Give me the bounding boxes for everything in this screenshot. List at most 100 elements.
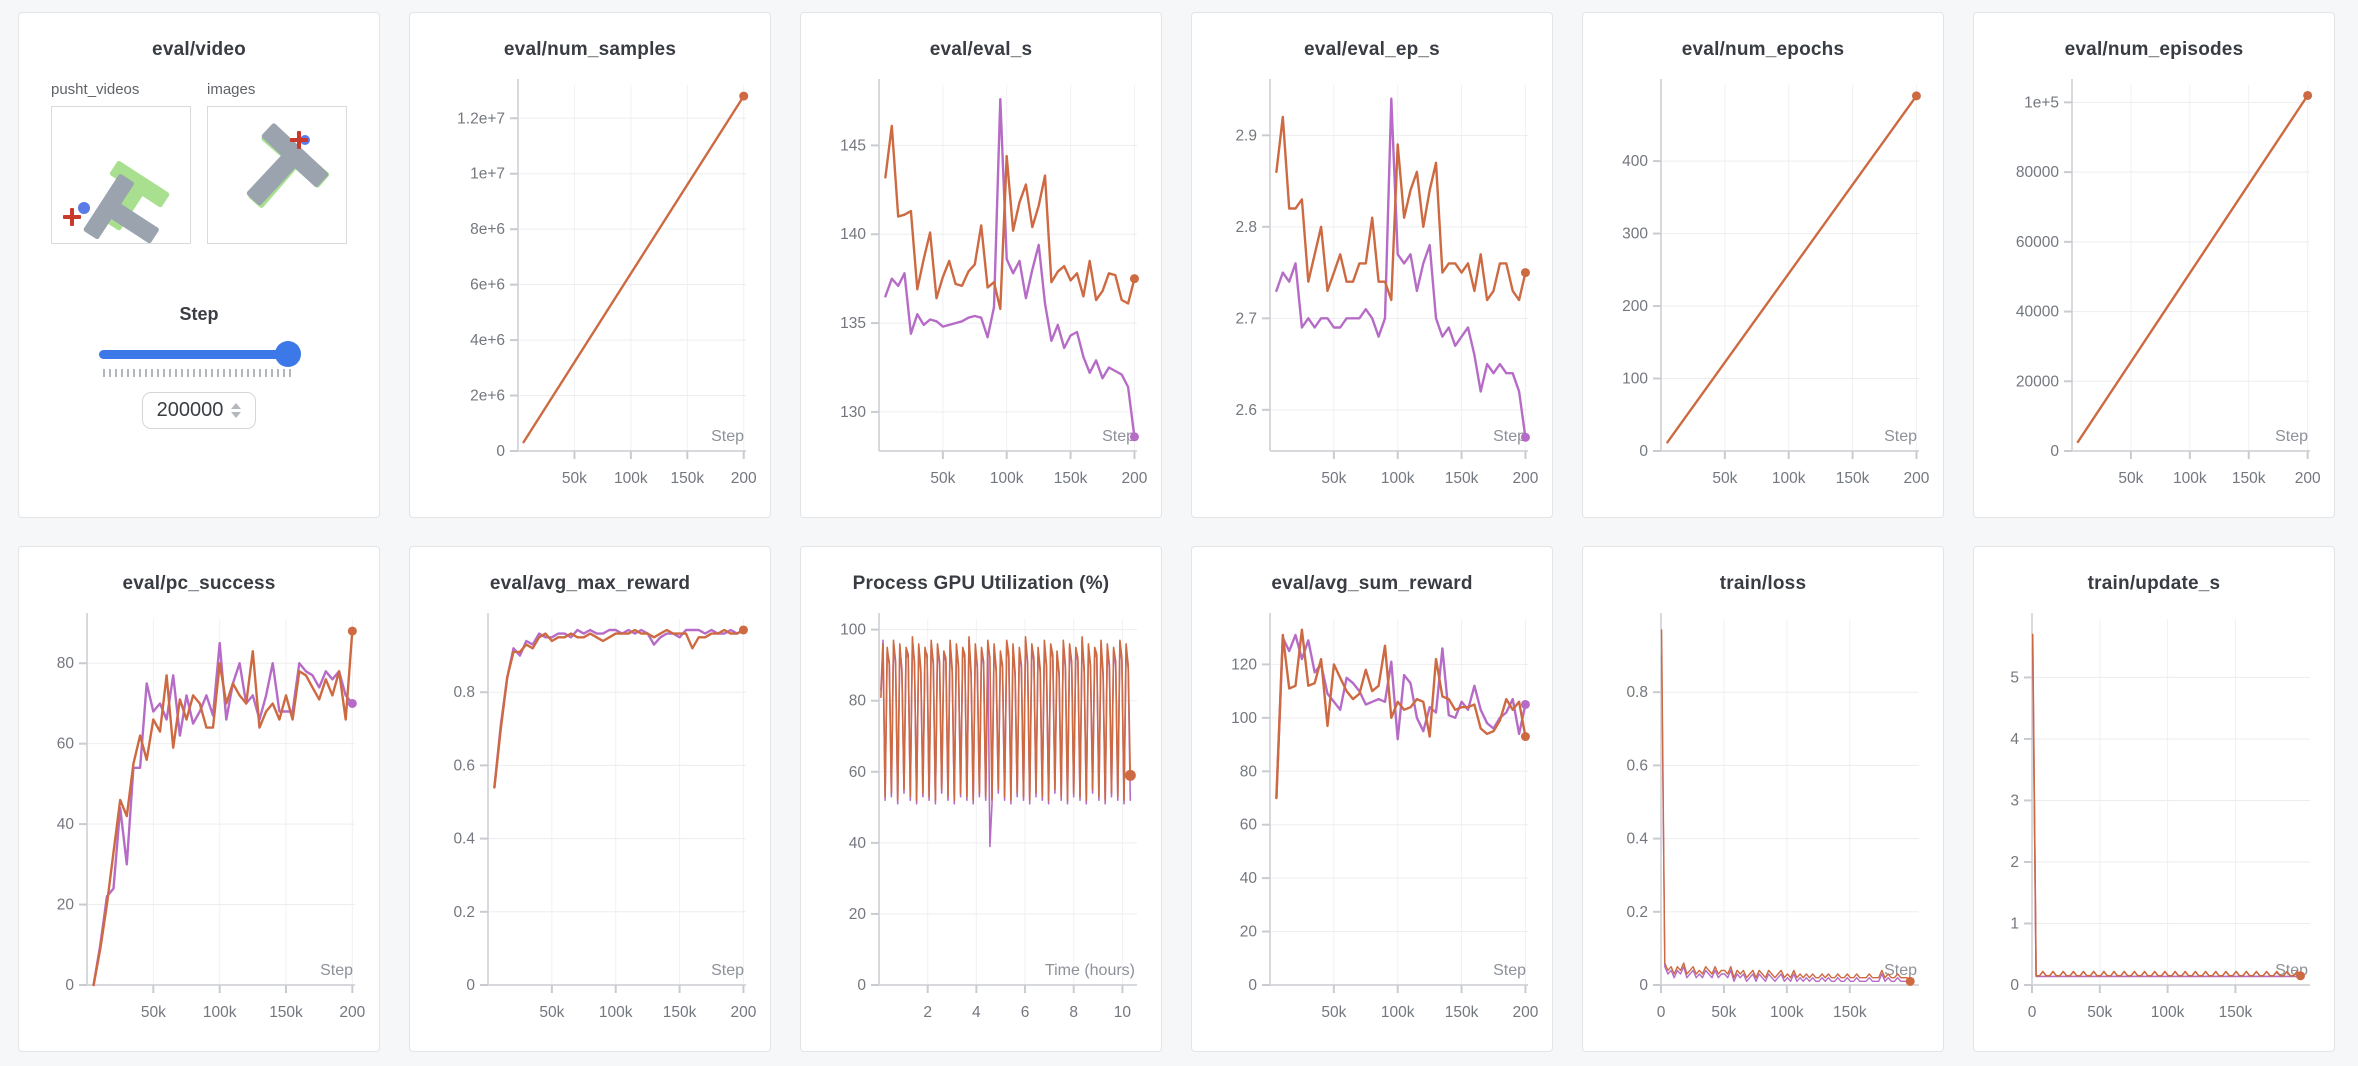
svg-text:20: 20 xyxy=(849,906,867,923)
svg-text:0.6: 0.6 xyxy=(1626,757,1648,774)
svg-text:2.7: 2.7 xyxy=(1235,310,1257,327)
svg-text:0: 0 xyxy=(1248,977,1257,994)
svg-text:100k: 100k xyxy=(203,1004,237,1021)
chart-eval-avg-max-reward[interactable]: 50k 100k 150k 200 0 0.2 0.4 0.6 0.8 Step xyxy=(418,597,762,1039)
panel-title: eval/video xyxy=(152,39,246,60)
svg-text:1e+5: 1e+5 xyxy=(2024,94,2059,111)
panel-title: eval/eval_s xyxy=(929,39,1033,60)
svg-text:4: 4 xyxy=(972,1004,981,1021)
step-input[interactable]: 200000 xyxy=(142,392,256,429)
svg-text:Step: Step xyxy=(2275,428,2308,445)
svg-text:0: 0 xyxy=(857,977,866,994)
agent-dot xyxy=(78,202,90,214)
svg-text:120: 120 xyxy=(1231,656,1257,673)
panel-train-update-s: train/update_s 0 50k 100k 150k 0 1 2 3 4 5 Step xyxy=(1973,546,2335,1052)
step-slider[interactable] xyxy=(99,341,301,367)
svg-text:6: 6 xyxy=(1021,1004,1030,1021)
svg-text:0.6: 0.6 xyxy=(453,757,475,774)
panel-title: Process GPU Utilization (%) xyxy=(852,573,1110,594)
svg-text:Time (hours): Time (hours) xyxy=(1045,962,1135,979)
panel-eval-avg-sum-reward: eval/avg_sum_reward 50k 100k 150k 200 0 20 40 6… xyxy=(1191,546,1553,1052)
svg-text:100k: 100k xyxy=(1381,1004,1415,1021)
slider-tick-ruler xyxy=(103,369,295,377)
stepper-arrows-icon[interactable] xyxy=(231,403,242,418)
svg-text:150k: 150k xyxy=(2219,1004,2253,1021)
svg-text:140: 140 xyxy=(840,226,866,243)
panel-eval-avg-max-reward: eval/avg_max_reward 50k 100k 150k 200 0 0.2 0.… xyxy=(409,546,771,1052)
svg-text:100k: 100k xyxy=(614,470,648,487)
chart-eval-pc-success[interactable]: 50k 100k 150k 200 0 20 40 60 80 Step xyxy=(27,597,371,1039)
panel-title: train/loss xyxy=(1719,573,1807,594)
svg-text:150k: 150k xyxy=(269,1004,303,1021)
svg-text:145: 145 xyxy=(840,137,866,154)
svg-text:0.4: 0.4 xyxy=(1626,831,1648,848)
gray-block-t-shape xyxy=(223,122,331,229)
svg-text:2: 2 xyxy=(2010,854,2019,871)
images-thumbnail[interactable] xyxy=(207,106,347,244)
svg-text:0: 0 xyxy=(1657,1004,1666,1021)
svg-text:10: 10 xyxy=(1114,1004,1132,1021)
svg-text:50k: 50k xyxy=(2087,1004,2112,1021)
svg-text:100k: 100k xyxy=(2173,470,2207,487)
panel-eval-eval-s: eval/eval_s 50k 100k 150k 200 130 135 140 145 St… xyxy=(800,12,1162,518)
svg-text:0: 0 xyxy=(1639,443,1648,460)
svg-text:100k: 100k xyxy=(1772,470,1806,487)
svg-text:1e+7: 1e+7 xyxy=(470,166,505,183)
panel-title: eval/num_samples xyxy=(503,39,677,60)
svg-text:100k: 100k xyxy=(599,1004,633,1021)
panel-title: eval/avg_max_reward xyxy=(489,573,691,594)
chart-eval-num-episodes[interactable]: 50k 100k 150k 200 0 20000 40000 60000 80000 1e+5 S… xyxy=(1982,63,2326,505)
svg-text:200: 200 xyxy=(2295,470,2321,487)
slider-track[interactable] xyxy=(99,350,299,359)
svg-text:2: 2 xyxy=(923,1004,932,1021)
chart-eval-num-samples[interactable]: 50k 100k 150k 200 0 2e+6 4e+6 6e+6 8e+6 1e+7 1.2e+… xyxy=(418,63,762,505)
svg-text:150k: 150k xyxy=(2232,470,2266,487)
thumbnail-pusht-videos-block: pusht_videos .cross::before,.cross::afte… xyxy=(51,81,191,244)
svg-text:0.8: 0.8 xyxy=(453,684,475,701)
thumbnail-label: images xyxy=(207,81,256,98)
svg-text:50k: 50k xyxy=(1712,470,1737,487)
svg-text:150k: 150k xyxy=(1445,470,1479,487)
svg-text:100k: 100k xyxy=(2151,1004,2185,1021)
svg-text:150k: 150k xyxy=(1833,1004,1867,1021)
svg-text:400: 400 xyxy=(1622,153,1648,170)
svg-text:20: 20 xyxy=(1240,924,1258,941)
svg-text:Step: Step xyxy=(1102,428,1135,445)
svg-text:50k: 50k xyxy=(562,470,587,487)
media-thumbnails: pusht_videos .cross::before,.cross::afte… xyxy=(51,81,379,244)
svg-text:80: 80 xyxy=(1240,763,1258,780)
svg-text:150k: 150k xyxy=(1054,470,1088,487)
svg-text:2e+6: 2e+6 xyxy=(470,388,505,405)
chart-train-loss[interactable]: 0 50k 100k 150k 0 0.2 0.4 0.6 0.8 Step xyxy=(1591,597,1935,1039)
svg-text:60: 60 xyxy=(57,736,75,753)
svg-text:0: 0 xyxy=(2010,977,2019,994)
svg-text:0.2: 0.2 xyxy=(1626,904,1648,921)
svg-text:Step: Step xyxy=(320,962,353,979)
svg-text:3: 3 xyxy=(2010,792,2019,809)
pusht-video-thumbnail[interactable]: .cross::before,.cross::after{background:… xyxy=(51,106,191,244)
svg-text:8e+6: 8e+6 xyxy=(470,221,505,238)
panel-eval-num-episodes: eval/num_episodes 50k 100k 150k 200 0 20000 40… xyxy=(1973,12,2335,518)
chart-eval-avg-sum-reward[interactable]: 50k 100k 150k 200 0 20 40 60 80 100 120 Step xyxy=(1200,597,1544,1039)
chart-eval-eval-s[interactable]: 50k 100k 150k 200 130 135 140 145 Step xyxy=(809,63,1153,505)
svg-text:100: 100 xyxy=(840,622,866,639)
chart-eval-eval-ep-s[interactable]: 50k 100k 150k 200 2.6 2.7 2.8 2.9 Step xyxy=(1200,63,1544,505)
panel-title: eval/avg_sum_reward xyxy=(1271,573,1473,594)
svg-text:60: 60 xyxy=(849,764,867,781)
svg-text:150k: 150k xyxy=(663,1004,697,1021)
svg-text:6e+6: 6e+6 xyxy=(470,277,505,294)
svg-text:Step: Step xyxy=(711,428,744,445)
slider-handle[interactable] xyxy=(275,341,301,367)
svg-text:Step: Step xyxy=(1884,428,1917,445)
svg-text:Step: Step xyxy=(1493,428,1526,445)
chart-eval-num-epochs[interactable]: 50k 100k 150k 200 0 100 200 300 400 Step xyxy=(1591,63,1935,505)
svg-text:0.8: 0.8 xyxy=(1626,684,1648,701)
svg-text:100k: 100k xyxy=(1770,1004,1804,1021)
svg-text:8: 8 xyxy=(1069,1004,1078,1021)
svg-text:20: 20 xyxy=(57,897,75,914)
svg-text:Step: Step xyxy=(711,962,744,979)
svg-text:2.8: 2.8 xyxy=(1235,219,1257,236)
